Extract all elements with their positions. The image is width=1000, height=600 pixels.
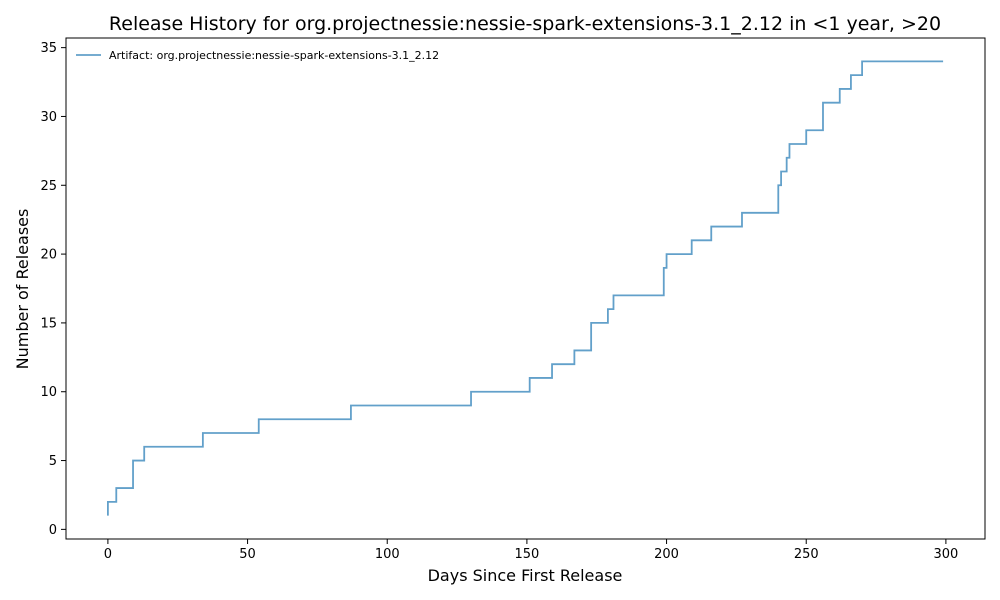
y-tick-label: 30 <box>40 110 57 125</box>
y-tick-label: 25 <box>40 179 57 194</box>
y-tick-label: 20 <box>40 248 57 263</box>
y-tick-label: 5 <box>49 454 57 469</box>
plot-area <box>107 60 944 516</box>
x-tick-label: 300 <box>933 547 958 562</box>
x-axis-label: Days Since First Release <box>428 566 623 585</box>
x-tick-label: 0 <box>104 547 112 562</box>
y-tick-label: 35 <box>40 41 57 56</box>
y-axis-label: Number of Releases <box>13 209 32 370</box>
x-axis: 0 50 100 150 200 250 300 <box>104 539 958 562</box>
x-tick-label: 250 <box>794 547 819 562</box>
legend-label: Artifact: org.projectnessie:nessie-spark… <box>109 49 439 62</box>
y-tick-label: 0 <box>49 523 57 538</box>
series-line-0 <box>107 60 944 516</box>
y-tick-label: 10 <box>40 385 57 400</box>
plot-frame <box>65 37 986 540</box>
y-axis: 0 5 10 15 20 25 30 35 <box>40 41 66 538</box>
x-tick-label: 150 <box>514 547 539 562</box>
x-tick-label: 50 <box>239 547 256 562</box>
chart-title: Release History for org.projectnessie:ne… <box>109 13 941 35</box>
y-tick-label: 15 <box>40 316 57 331</box>
x-tick-label: 200 <box>654 547 679 562</box>
x-tick-label: 100 <box>375 547 400 562</box>
legend: Artifact: org.projectnessie:nessie-spark… <box>76 49 439 62</box>
